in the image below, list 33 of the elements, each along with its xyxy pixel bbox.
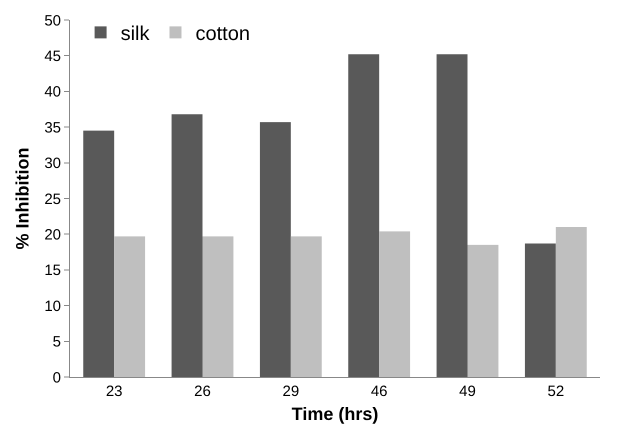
x-tick-label: 26 [194,383,211,400]
x-tick-label: 49 [459,383,476,400]
y-tick-label: 50 [44,12,61,30]
x-tick-label: 46 [370,383,388,400]
bar [436,54,468,377]
x-tick-label: 23 [106,383,123,400]
x-tick-label: 52 [547,383,564,400]
bar [556,227,587,377]
bar [379,231,410,377]
bar [83,130,114,377]
y-tick-label: 10 [44,298,61,315]
y-tick-label: 20 [44,226,61,244]
x-axis-title: Time (hrs) [292,404,378,424]
bar [468,244,498,377]
bar [202,236,234,377]
y-tick-label: 30 [44,155,61,172]
y-tick-label: 25 [44,190,61,208]
y-tick-label: 35 [44,119,61,136]
x-tick-label: 29 [282,383,300,400]
bar [348,54,380,377]
y-tick-label: 40 [44,84,61,101]
legend-label: cotton [195,23,250,46]
bar [524,243,556,377]
y-tick-label: 15 [44,262,61,280]
legend-label: silk [120,23,150,46]
y-tick-label: 0 [52,369,61,386]
y-axis-title: % Inhibition [12,148,33,250]
y-tick-label: 45 [44,48,61,65]
y-tick-label: 5 [52,334,61,351]
bar [172,114,202,377]
bar [290,236,322,377]
bar [114,236,146,377]
bar [260,122,291,377]
